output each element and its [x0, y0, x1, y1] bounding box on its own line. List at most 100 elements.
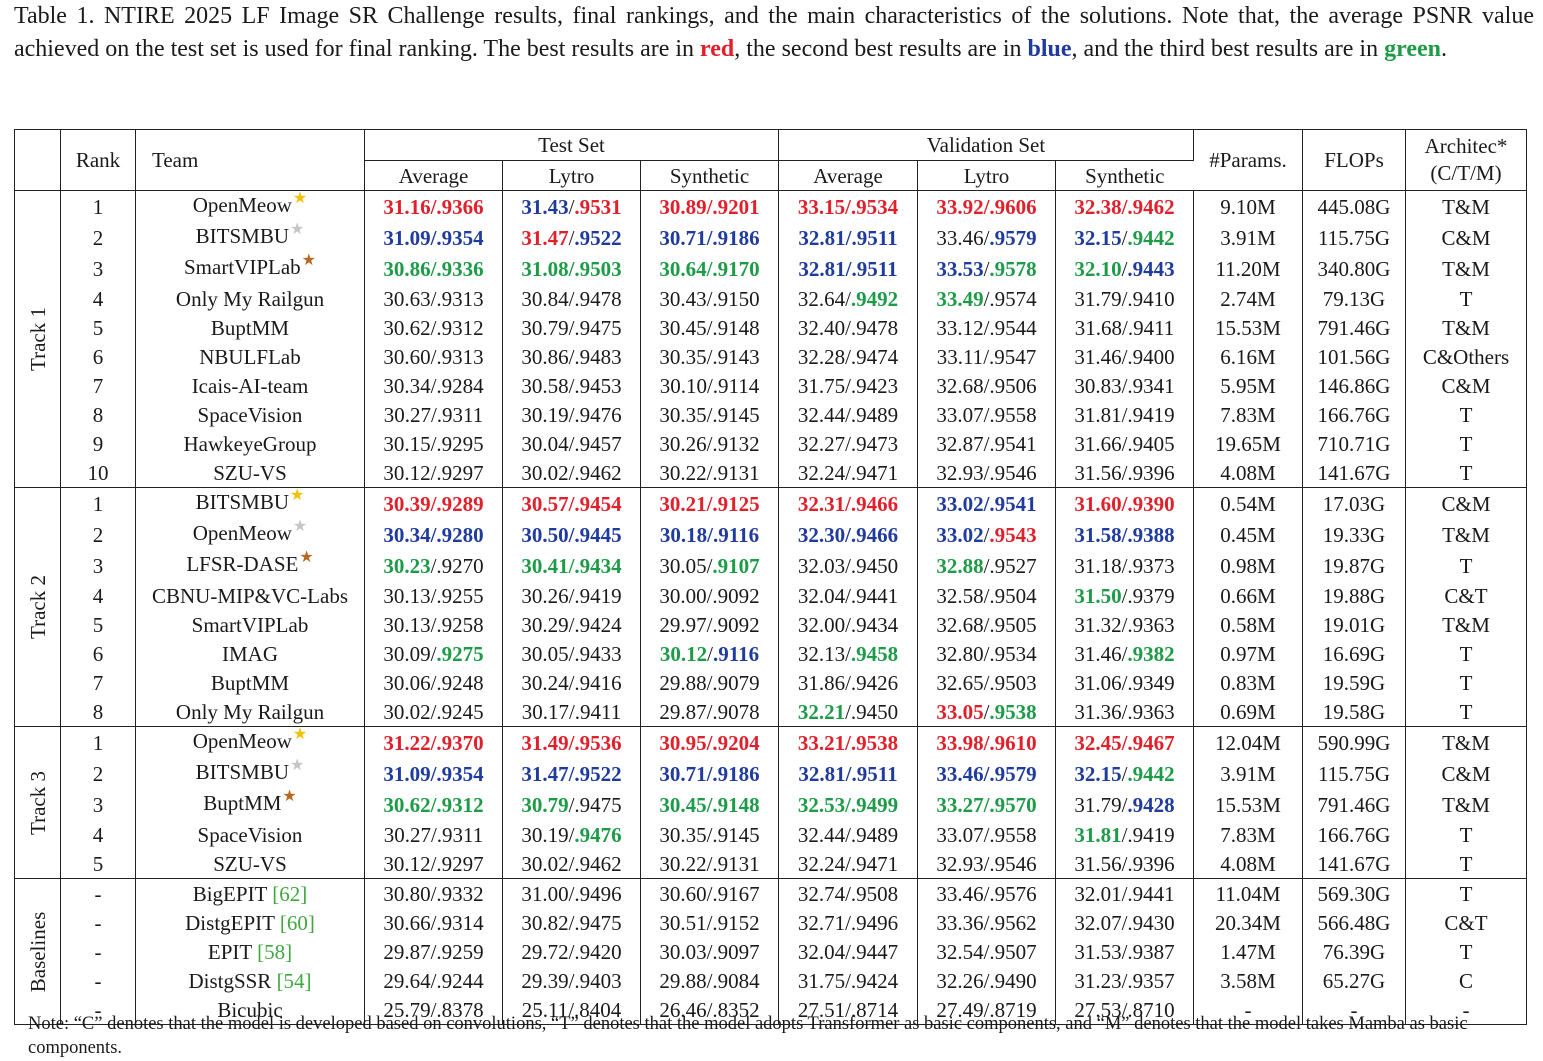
- separator: /: [845, 344, 851, 369]
- val-lytro-cell: 33.05/.9538: [917, 697, 1056, 727]
- flops-cell: 19.33G: [1302, 519, 1407, 550]
- rank-cell: 2: [60, 519, 136, 550]
- ssim-value: .9079: [712, 670, 760, 695]
- table-row: 3 SmartVIPLab★ 30.86/.9336 31.08/.9503 30.64…: [15, 253, 1527, 284]
- separator: /: [1121, 286, 1128, 311]
- psnr-value: 27.49: [936, 997, 984, 1022]
- separator: /: [568, 373, 575, 398]
- ssim-value: .9311: [436, 402, 484, 427]
- architecture-cell: C: [1459, 968, 1474, 993]
- separator: /: [706, 822, 713, 847]
- ssim-value: .9419: [1127, 822, 1175, 847]
- team-name: SmartVIPLab: [184, 255, 301, 279]
- val-lytro-cell: 33.49/.9574: [917, 284, 1056, 313]
- ssim-value: .9476: [574, 822, 622, 847]
- rank-cell: 6: [60, 342, 136, 371]
- ssim-value: .9424: [574, 612, 622, 637]
- track-label-cell: Baselines: [14, 878, 61, 1025]
- val-lytro-cell: 32.87/.9541: [917, 429, 1056, 458]
- val-lytro-cell: 33.46/.9576: [917, 878, 1056, 908]
- val-average-cell: 32.31/.9466: [778, 487, 918, 519]
- psnr-value: 30.71: [659, 761, 707, 786]
- psnr-value: 30.60: [383, 344, 431, 369]
- ssim-value: .9483: [574, 344, 622, 369]
- flops-cell: 17.03G: [1302, 487, 1407, 519]
- rank-cell: -: [60, 937, 136, 966]
- ssim-value: .9416: [574, 670, 622, 695]
- test-lytro-cell: 30.79/.9475: [502, 313, 641, 342]
- separator: /: [1121, 373, 1128, 398]
- test-average-cell: 31.16/.9366: [364, 190, 503, 222]
- citation-link[interactable]: [60]: [279, 910, 315, 935]
- ssim-value: .9522: [574, 225, 622, 250]
- psnr-value: 32.04: [797, 583, 846, 608]
- track-label-cell: Track 3: [14, 726, 61, 879]
- citation-link[interactable]: [54]: [276, 968, 312, 993]
- separator: /: [568, 851, 575, 876]
- psnr-value: 33.15: [797, 194, 846, 219]
- rank-cell: 7: [60, 668, 136, 697]
- separator: /: [983, 402, 990, 427]
- psnr-value: 30.24: [521, 670, 569, 695]
- table-row: 8 Only My Railgun 30.02/.9245 30.17/.9411 29…: [15, 697, 1527, 727]
- group-3: Baselines - BigEPIT [62] 30.80/.9332 31.00/.…: [14, 878, 1527, 1025]
- psnr-value: 32.13: [797, 641, 846, 666]
- psnr-value: 30.26: [659, 431, 707, 456]
- ssim-value: .9245: [436, 699, 484, 724]
- test-synthetic-cell: 30.89/.9201: [640, 190, 779, 222]
- table-row: 10 SZU-VS 30.12/.9297 30.02/.9462 30.22/.913…: [15, 458, 1527, 488]
- ssim-value: .9430: [1127, 910, 1175, 935]
- test-lytro-cell: 31.00/.9496: [502, 878, 641, 908]
- team-name: BuptMM: [210, 670, 290, 695]
- psnr-value: 30.62: [383, 792, 431, 817]
- team-cell: OpenMeow★: [135, 190, 365, 222]
- psnr-value: 31.56: [1074, 460, 1122, 485]
- citation-link[interactable]: [58]: [257, 939, 293, 964]
- separator: /: [430, 583, 437, 608]
- ssim-value: .9443: [1127, 256, 1175, 281]
- ssim-value: .9496: [574, 881, 622, 906]
- params-cell: 20.34M: [1193, 908, 1304, 937]
- psnr-value: 32.81: [798, 256, 846, 281]
- ssim-value: .9441: [1127, 881, 1175, 906]
- ssim-value: .9152: [712, 910, 760, 935]
- ssim-value: .9606: [989, 194, 1037, 219]
- psnr-value: 30.82: [521, 910, 569, 935]
- team-name: OpenMeow: [192, 729, 292, 753]
- separator: /: [568, 491, 575, 516]
- ssim-value: .9313: [436, 286, 484, 311]
- psnr-value: 32.15: [1074, 225, 1122, 250]
- ssim-value: .9204: [712, 730, 760, 755]
- test-lytro-cell: 25.11/.8404: [502, 995, 641, 1025]
- separator: /: [983, 194, 990, 219]
- table-row: 3 LFSR-DASE★ 30.23/.9270 30.41/.9434 30.05/.…: [15, 550, 1527, 581]
- params-cell: 3.58M: [1193, 966, 1304, 995]
- ssim-value: .9499: [850, 792, 899, 817]
- ssim-value: .9078: [712, 699, 760, 724]
- test-synthetic-header: Synthetic: [640, 160, 779, 191]
- citation-link[interactable]: [62]: [272, 881, 308, 906]
- psnr-value: 30.45: [659, 792, 707, 817]
- separator: /: [430, 792, 437, 817]
- test-synthetic-cell: 30.35/.9143: [640, 342, 779, 371]
- test-synthetic-cell: 30.26/.9132: [640, 429, 779, 458]
- ssim-value: .9354: [436, 761, 484, 786]
- ssim-value: .9492: [850, 286, 899, 311]
- architecture-cell: T: [1459, 402, 1473, 427]
- team-name: OpenMeow: [192, 521, 292, 545]
- test-synthetic-cell: 26.46/.8352: [640, 995, 779, 1025]
- ssim-value: .9426: [850, 670, 899, 695]
- val-synthetic-cell: 31.81/.9419: [1055, 400, 1195, 429]
- separator: /: [706, 225, 713, 250]
- separator: /: [430, 491, 437, 516]
- ssim-value: .9441: [850, 583, 899, 608]
- ssim-value: .9419: [1127, 402, 1175, 427]
- separator: /: [1121, 612, 1128, 637]
- caption-text: , and the third best results are in: [1071, 36, 1385, 62]
- psnr-value: 33.46: [936, 225, 984, 250]
- rank-cell: 4: [60, 284, 136, 313]
- ssim-value: .9534: [850, 194, 899, 219]
- test-lytro-cell: 31.43/.9531: [502, 190, 641, 222]
- ssim-value: .9312: [436, 315, 484, 340]
- team-name: NBULFLab: [199, 344, 301, 369]
